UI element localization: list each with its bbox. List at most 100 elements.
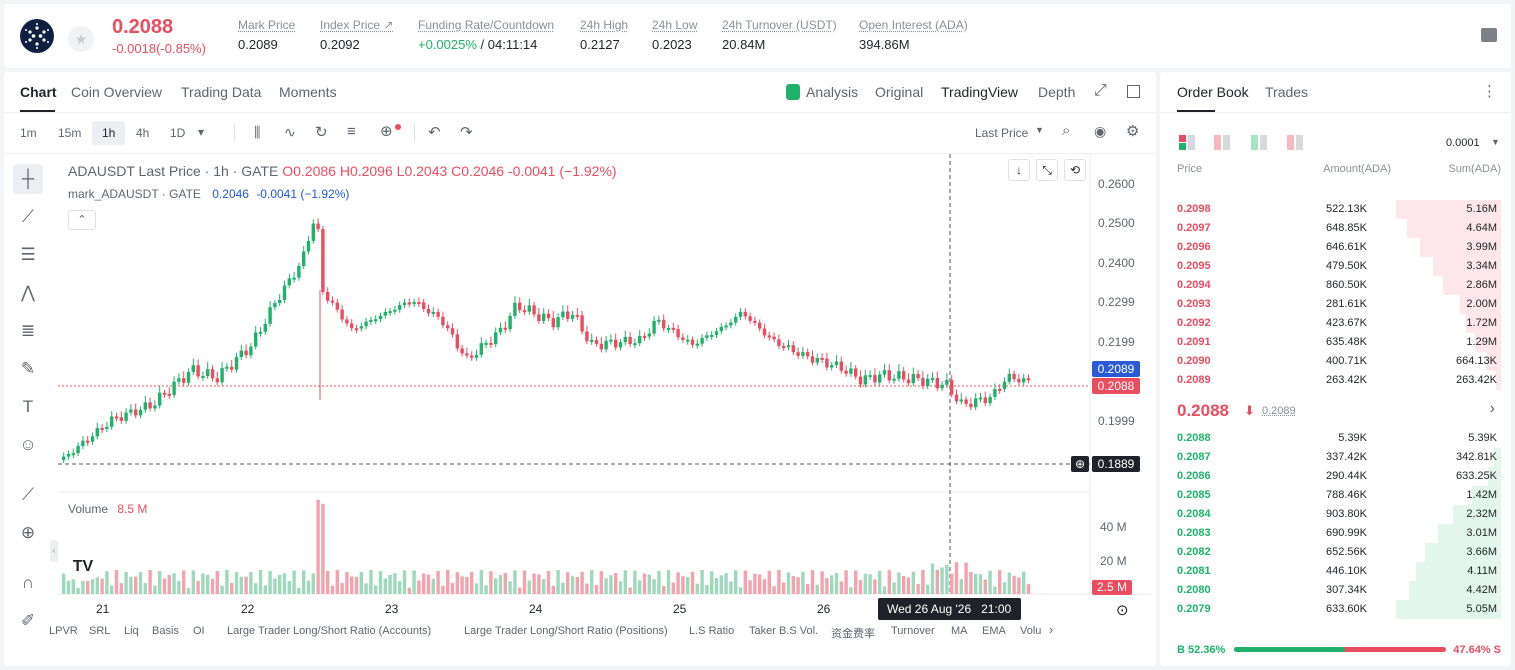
indicator-funding-rate[interactable]: 资金费率: [831, 628, 875, 640]
ask-row[interactable]: 0.2093 281.61K 2.00M: [1160, 295, 1511, 314]
ask-row[interactable]: 0.2092 423.67K 1.72M: [1160, 314, 1511, 333]
pencil-tool-icon[interactable]: ✐: [20, 611, 36, 630]
compress-icon[interactable]: ⤡: [1036, 159, 1058, 181]
chevron-right-icon[interactable]: ›: [1049, 622, 1054, 637]
interval-1d[interactable]: 1D: [170, 126, 186, 140]
tab-coin-overview[interactable]: Coin Overview: [71, 84, 163, 100]
book-asks-icon[interactable]: [1214, 135, 1230, 150]
text-tool-icon[interactable]: T: [22, 397, 34, 416]
more-icon[interactable]: ⋮: [1482, 83, 1497, 100]
list-icon[interactable]: ≡: [347, 123, 356, 140]
reset-icon[interactable]: ⟲: [1064, 159, 1086, 181]
ask-row[interactable]: 0.2089 263.42K 263.42K: [1160, 371, 1511, 390]
bid-row[interactable]: 0.2086 290.44K 633.25K: [1160, 467, 1511, 486]
indicator-turnover[interactable]: Turnover: [891, 625, 935, 637]
undo-icon[interactable]: ↶: [428, 124, 441, 141]
fib-tool-icon[interactable]: ≣: [20, 321, 36, 340]
tab-chart[interactable]: Chart: [20, 84, 57, 100]
bid-row[interactable]: 0.2084 903.80K 2.32M: [1160, 505, 1511, 524]
bid-row[interactable]: 0.2082 652.56K 3.66M: [1160, 543, 1511, 562]
book-bids-icon[interactable]: [1251, 135, 1267, 150]
volume-bar: [729, 581, 733, 594]
indicator-ema[interactable]: EMA: [982, 625, 1006, 637]
indicator-liq[interactable]: Liq: [124, 625, 139, 637]
view-original[interactable]: Original: [875, 84, 924, 100]
notebook-icon[interactable]: [1481, 28, 1497, 42]
tab-moments[interactable]: Moments: [279, 84, 337, 100]
fullscreen-icon[interactable]: ⤢: [1094, 82, 1107, 99]
tab-trades[interactable]: Trades: [1265, 84, 1309, 100]
precision-select[interactable]: 0.0001: [1446, 137, 1480, 149]
ask-row[interactable]: 0.2098 522.13K 5.16M: [1160, 200, 1511, 219]
chevron-down-icon[interactable]: ▼: [1491, 137, 1500, 147]
price-type-select[interactable]: Last Price: [975, 126, 1029, 140]
zoom-tool-icon[interactable]: ⊕: [20, 523, 36, 542]
bid-row[interactable]: 0.2085 788.46K 1.42M: [1160, 486, 1511, 505]
settings-icon[interactable]: ⊙: [1116, 602, 1129, 619]
indicator-ltlsr-positions[interactable]: Large Trader Long/Short Ratio (Positions…: [464, 625, 668, 637]
ask-row[interactable]: 0.2090 400.71K 664.13K: [1160, 352, 1511, 371]
ask-row[interactable]: 0.2096 646.61K 3.99M: [1160, 238, 1511, 257]
chevron-right-icon[interactable]: ›: [1489, 400, 1495, 417]
add-icon[interactable]: ⊕: [380, 123, 393, 140]
add-order-icon[interactable]: ⊕: [1071, 456, 1089, 472]
ask-row[interactable]: 0.2097 648.85K 4.64M: [1160, 219, 1511, 238]
indicator-taker-vol[interactable]: Taker B.S Vol.: [749, 625, 819, 637]
crosshair-tool-icon[interactable]: ┼: [13, 164, 43, 194]
view-tradingview[interactable]: TradingView: [941, 84, 1019, 100]
tab-trading-data[interactable]: Trading Data: [181, 84, 262, 100]
indicator-lpvr[interactable]: LPVR: [49, 625, 78, 637]
search-icon[interactable]: ⌕: [1062, 122, 1071, 139]
collapse-sidebar-icon[interactable]: ‹: [50, 540, 58, 562]
book-both-icon[interactable]: [1179, 135, 1195, 150]
volume-bar: [988, 570, 992, 594]
magnet-tool-icon[interactable]: ∩: [21, 573, 35, 592]
ruler-tool-icon[interactable]: ⟋: [22, 485, 34, 504]
interval-15m[interactable]: 15m: [58, 126, 82, 140]
trendline-tool-icon[interactable]: ⟋: [22, 207, 34, 226]
emoji-tool-icon[interactable]: ☺: [19, 435, 37, 454]
favorite-star-icon[interactable]: ★: [68, 26, 94, 52]
bid-row[interactable]: 0.2088 5.39K 5.39K: [1177, 432, 1497, 444]
bid-row[interactable]: 0.2080 307.34K 4.42M: [1160, 581, 1511, 600]
indicator-ltlsr-accounts[interactable]: Large Trader Long/Short Ratio (Accounts): [227, 625, 432, 637]
redo-icon[interactable]: ↷: [460, 124, 473, 141]
candle-type-icon[interactable]: ⫼: [254, 124, 261, 140]
ask-row[interactable]: 0.2095 479.50K 3.34M: [1160, 257, 1511, 276]
bid-row[interactable]: 0.2081 446.10K 4.11M: [1160, 562, 1511, 581]
indicator-ma[interactable]: MA: [951, 625, 968, 637]
tab-order-book[interactable]: Order Book: [1177, 84, 1249, 100]
indicator-volume[interactable]: Volu: [1020, 625, 1042, 637]
indicator-basis[interactable]: Basis: [152, 625, 179, 637]
pattern-tool-icon[interactable]: ⋀: [21, 283, 35, 302]
chevron-down-icon[interactable]: ▼: [1035, 125, 1044, 135]
indicator-srl[interactable]: SRL: [89, 625, 111, 637]
ask-row[interactable]: 0.2094 860.50K 2.86M: [1160, 276, 1511, 295]
gear-icon[interactable]: ⚙: [1126, 123, 1140, 140]
ask-row[interactable]: 0.2091 635.48K 1.29M: [1160, 333, 1511, 352]
window-icon[interactable]: [1127, 85, 1140, 98]
scroll-down-icon[interactable]: ↓: [1008, 159, 1030, 181]
horizontal-lines-tool-icon[interactable]: ☰: [20, 245, 36, 264]
replay-icon[interactable]: ↻: [315, 124, 328, 141]
collapse-legend-icon[interactable]: ⌃: [68, 210, 96, 230]
interval-4h[interactable]: 4h: [136, 126, 150, 140]
brush-tool-icon[interactable]: ✎: [20, 359, 36, 378]
book-asks-only-icon[interactable]: [1287, 135, 1303, 150]
chevron-down-icon[interactable]: ▾: [198, 125, 205, 139]
indicator-ls-ratio[interactable]: L.S Ratio: [689, 625, 735, 637]
bid-row[interactable]: 0.2087 337.42K 342.81K: [1160, 448, 1511, 467]
view-depth[interactable]: Depth: [1038, 84, 1076, 100]
stat-1: Index Price ↗ 0.2092: [320, 18, 394, 52]
interval-1h[interactable]: 1h: [102, 126, 116, 140]
interval-1m[interactable]: 1m: [20, 126, 37, 140]
view-analysis[interactable]: Analysis: [806, 84, 859, 100]
indicator-oi[interactable]: OI: [193, 625, 205, 637]
candle-body: [167, 393, 171, 396]
camera-icon[interactable]: ◉: [1094, 123, 1107, 139]
bid-row[interactable]: 0.2083 690.99K 3.01M: [1160, 524, 1511, 543]
bid-row[interactable]: 0.2079 633.60K 5.05M: [1160, 600, 1511, 619]
candle-body: [868, 375, 872, 378]
indicators-icon[interactable]: ∿: [284, 124, 296, 140]
